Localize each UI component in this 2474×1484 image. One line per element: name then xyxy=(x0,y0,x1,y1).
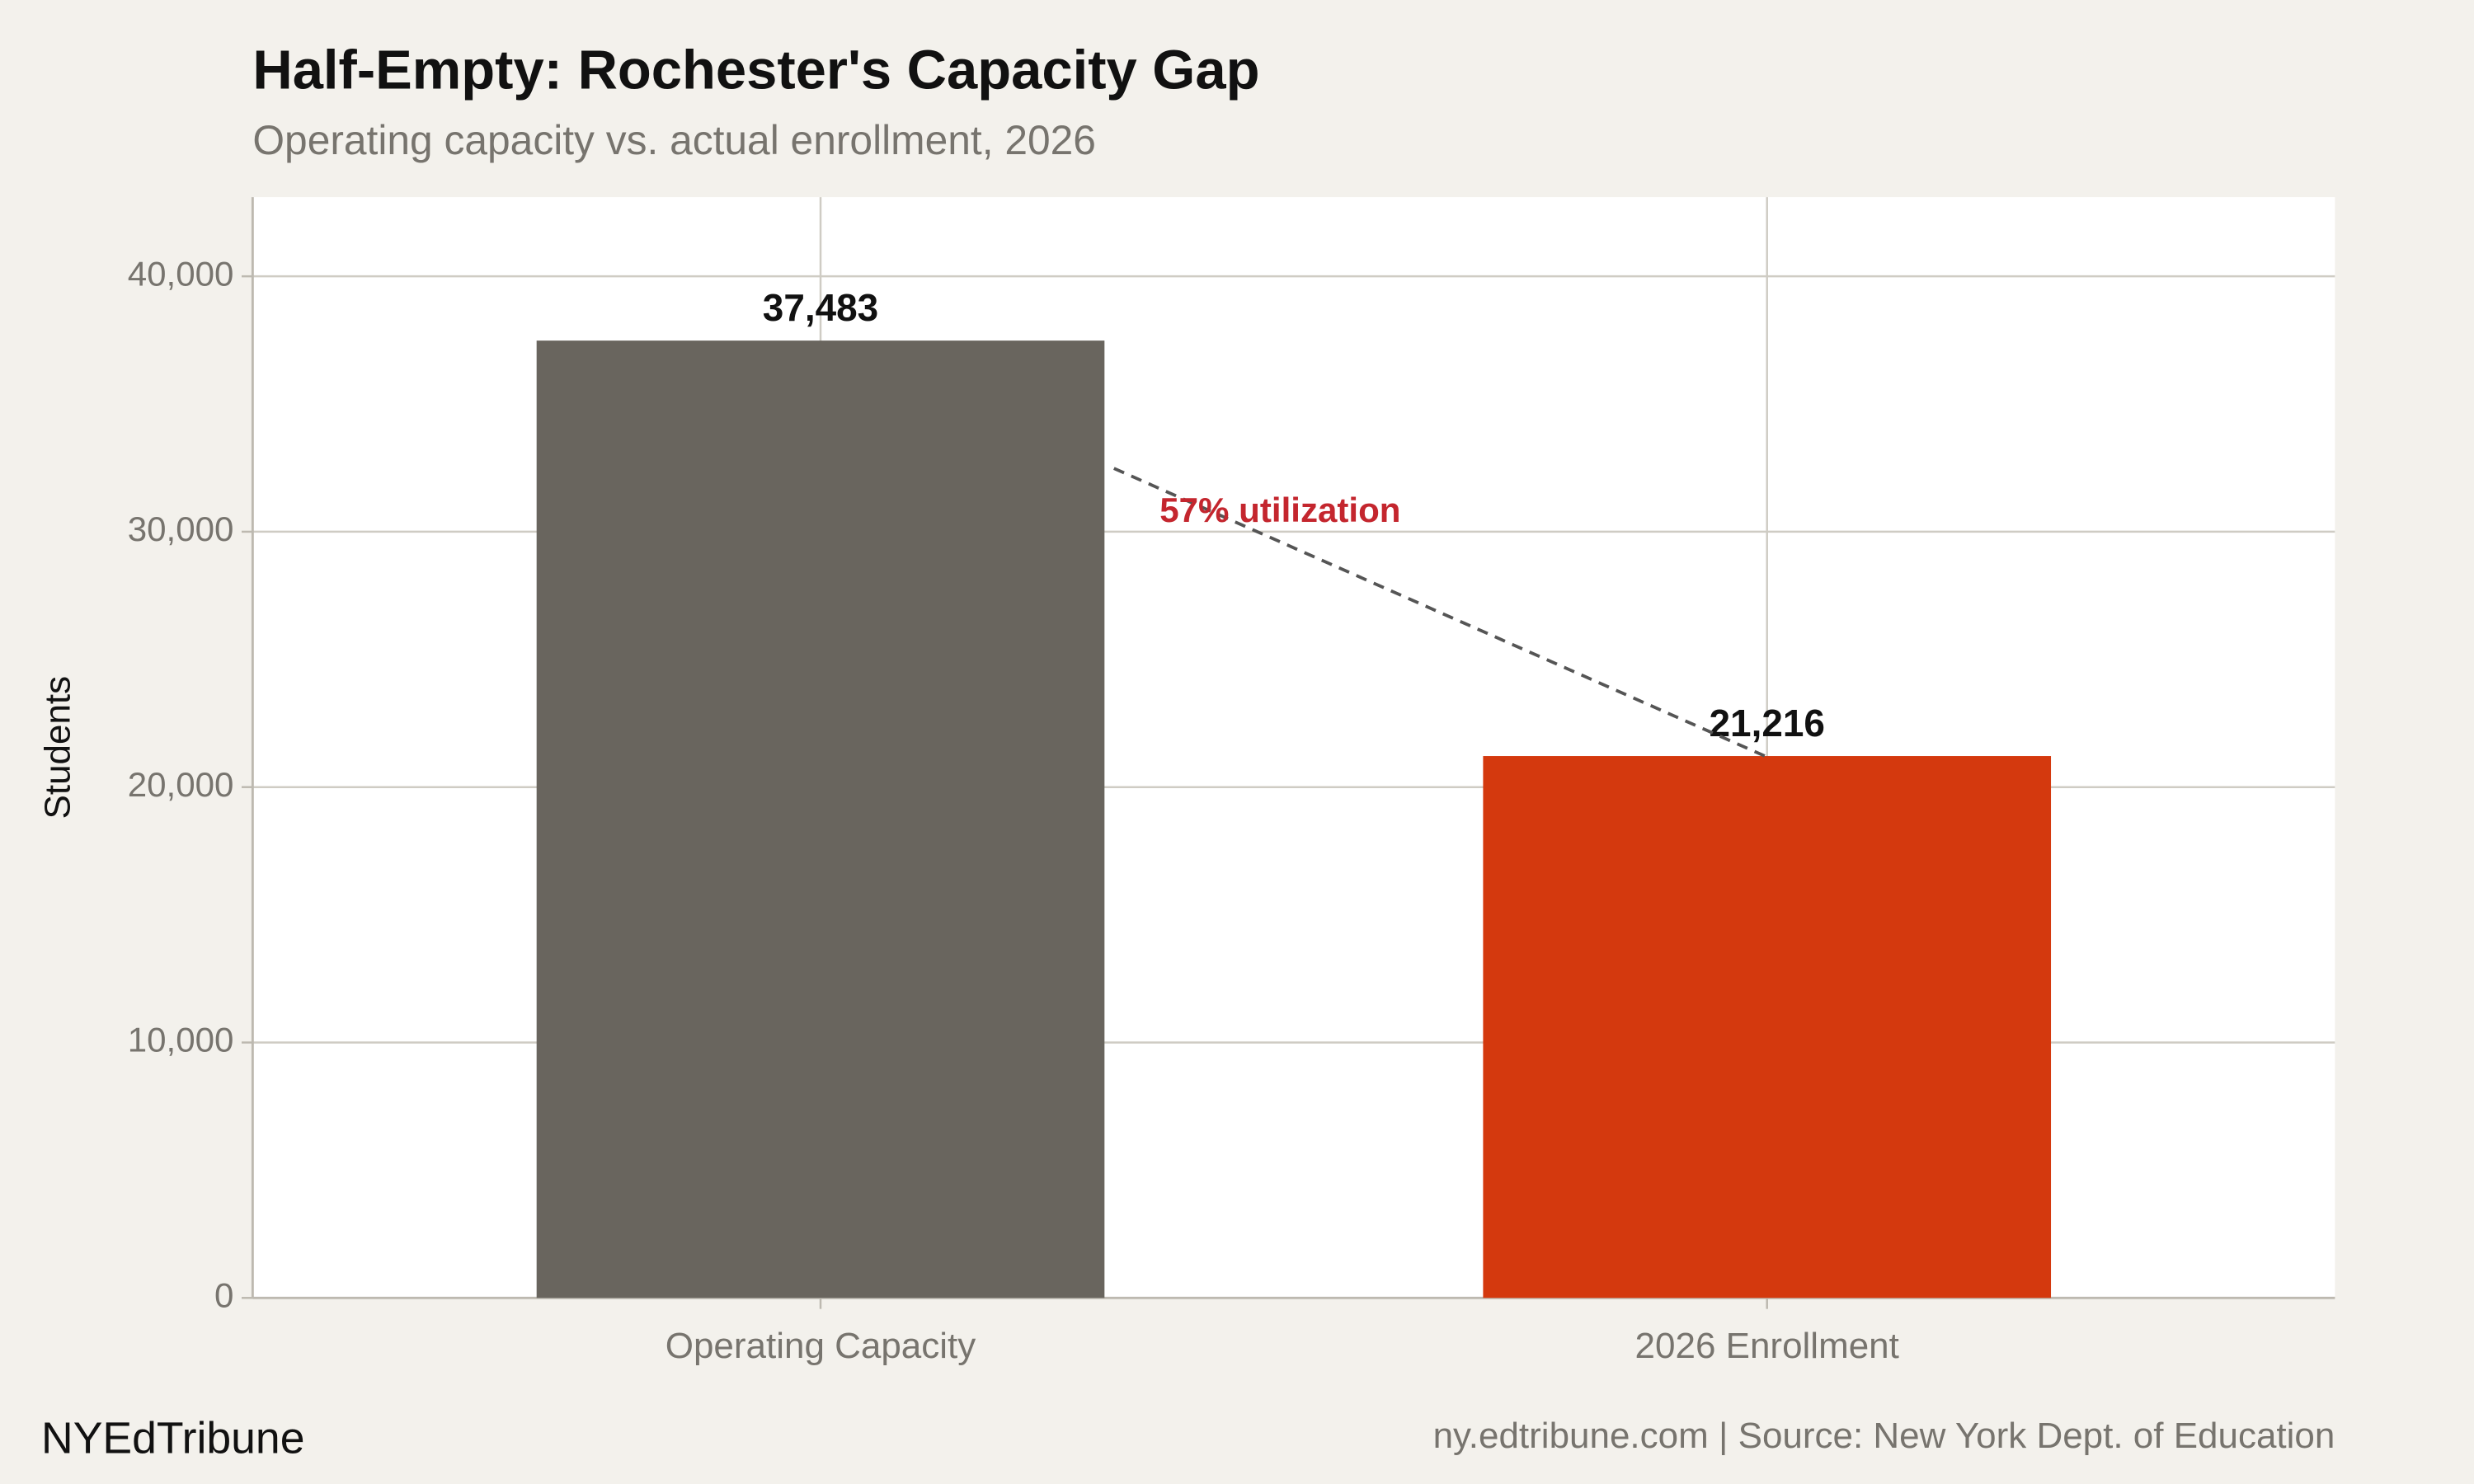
marks: 37,483 21,216 xyxy=(536,286,2052,1298)
source: ny.edtribune.com | Source: New York Dept… xyxy=(1433,1416,2335,1456)
y-tick-label: 0 xyxy=(214,1275,233,1314)
y-tick-label: 30,000 xyxy=(128,510,234,548)
y-tick-label: 40,000 xyxy=(128,254,234,293)
x-tick-label: 2026 Enrollment xyxy=(1635,1326,1899,1366)
chart-subtitle: Operating capacity vs. actual enrollment… xyxy=(252,117,1096,163)
bar xyxy=(536,340,1105,1298)
x-tick-label: Operating Capacity xyxy=(666,1326,976,1366)
y-tick-label: 10,000 xyxy=(128,1021,234,1059)
y-tick-label: 20,000 xyxy=(128,765,234,804)
connector-line xyxy=(1113,467,1768,758)
bar xyxy=(1483,756,2052,1298)
annotation: 57% utilization xyxy=(1159,491,1400,529)
chart-title: Half-Empty: Rochester's Capacity Gap xyxy=(252,40,1259,101)
value-label: 21,216 xyxy=(1710,702,1825,744)
y-axis-label: Students xyxy=(38,676,78,819)
value-label: 37,483 xyxy=(763,286,878,329)
brand: NYEdTribune xyxy=(41,1414,304,1463)
